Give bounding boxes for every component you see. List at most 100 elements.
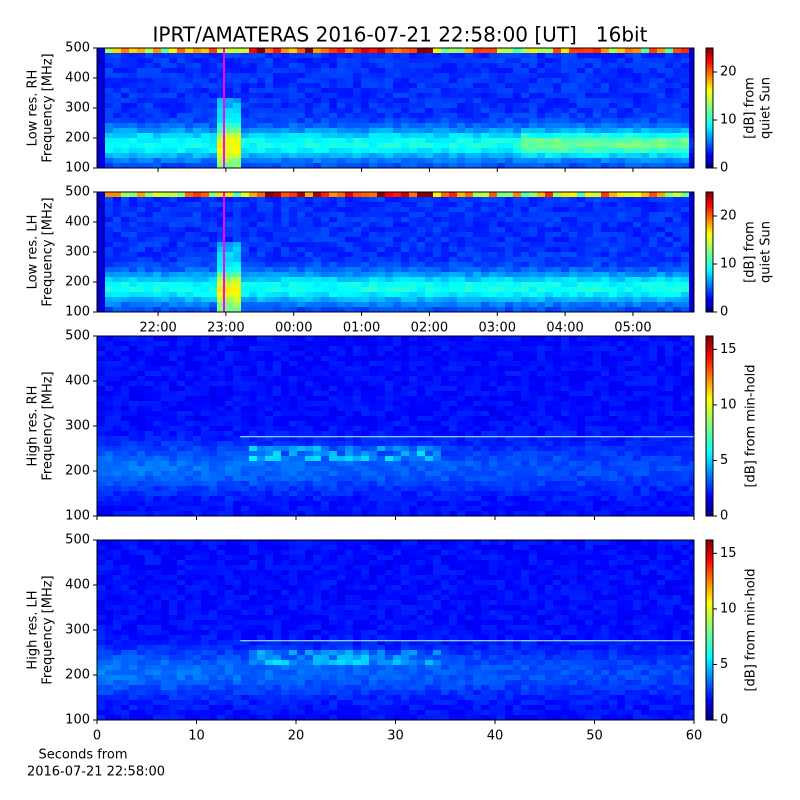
spectrogram-cell <box>113 123 121 128</box>
spectrogram-cell <box>385 361 393 366</box>
spectrogram-cell <box>561 202 569 207</box>
spectrogram-cell <box>545 163 553 168</box>
spectrogram-cell <box>553 336 561 341</box>
spectrogram-cell <box>377 58 385 63</box>
spectrogram-cell <box>473 262 481 267</box>
spectrogram-cell <box>265 381 273 386</box>
spectrogram-cell <box>353 336 361 341</box>
spectrogram-cell <box>241 158 249 163</box>
spectrogram-cell <box>681 292 689 297</box>
spectrogram-cell <box>361 341 369 346</box>
spectrogram-cell <box>449 83 457 88</box>
spectrogram-cell <box>321 113 329 118</box>
spectrogram-cell <box>505 128 513 133</box>
spectrogram-cell <box>537 297 545 302</box>
spectrogram-cell <box>217 143 225 148</box>
spectrogram-cell <box>665 53 673 58</box>
spectrogram-cell <box>305 93 313 98</box>
spectrogram-cell <box>449 262 457 267</box>
spectrogram-cell <box>545 282 553 287</box>
spectrogram-cell <box>665 217 673 222</box>
spectrogram-cell <box>657 73 665 78</box>
spectrogram-cell <box>497 158 505 163</box>
spectrogram-cell <box>345 103 353 108</box>
spectrogram-cell <box>377 336 385 341</box>
spectrogram-cell <box>401 73 409 78</box>
spectrogram-cell <box>641 277 649 282</box>
spectrogram-cell <box>169 63 177 68</box>
spectrogram-cell <box>129 158 137 163</box>
spectrogram-cell <box>633 192 641 197</box>
spectrogram-cell <box>473 406 481 411</box>
spectrogram-cell <box>465 133 473 138</box>
spectrogram-cell <box>665 133 673 138</box>
spectrogram-cell <box>177 381 185 386</box>
spectrogram-cell <box>121 416 129 421</box>
spectrogram-cell <box>473 277 481 282</box>
spectrogram-cell <box>393 356 401 361</box>
spectrogram-cell <box>273 267 281 272</box>
spectrogram-cell <box>489 158 497 163</box>
spectrogram-cell <box>505 138 513 143</box>
spectrogram-cell <box>601 351 609 356</box>
spectrogram-cell <box>545 272 553 277</box>
spectrogram-cell <box>665 143 673 148</box>
spectrogram-cell <box>417 361 425 366</box>
spectrogram-cell <box>585 287 593 292</box>
spectrogram-cell <box>273 158 281 163</box>
spectrogram-cell <box>289 148 297 153</box>
spectrogram-cell <box>633 411 641 416</box>
colorbar-tick-label: 20 <box>720 65 737 80</box>
spectrogram-cell <box>369 163 377 168</box>
spectrogram-cell <box>137 128 145 133</box>
spectrogram-cell <box>425 371 433 376</box>
spectrogram-cell <box>249 222 257 227</box>
spectrogram-cell <box>537 128 545 133</box>
spectrogram-cell <box>441 247 449 252</box>
spectrogram-cell <box>361 227 369 232</box>
spectrogram-cell <box>225 53 233 58</box>
spectrogram-cell <box>185 292 193 297</box>
spectrogram-cell <box>281 207 289 212</box>
spectrogram-cell <box>329 217 337 222</box>
spectrogram-cell <box>625 73 633 78</box>
spectrogram-cell <box>337 148 345 153</box>
spectrogram-cell <box>689 242 694 247</box>
spectrogram-cell <box>145 133 153 138</box>
spectrogram-cell <box>297 287 305 292</box>
spectrogram-cell <box>337 83 345 88</box>
spectrogram-cell <box>417 277 425 282</box>
spectrogram-cell <box>385 108 393 113</box>
spectrogram-cell <box>465 237 473 242</box>
spectrogram-cell <box>321 356 329 361</box>
spectrogram-cell <box>153 252 161 257</box>
spectrogram-cell <box>265 242 273 247</box>
spectrogram-cell <box>337 202 345 207</box>
spectrogram-cell <box>609 267 617 272</box>
spectrogram-cell <box>353 277 361 282</box>
spectrogram-cell <box>649 138 657 143</box>
spectrogram-cell <box>201 222 209 227</box>
spectrogram-cell <box>153 58 161 63</box>
spectrogram-cell <box>617 93 625 98</box>
spectrogram-cell <box>569 361 577 366</box>
spectrogram-cell <box>433 222 441 227</box>
spectrogram-cell <box>345 227 353 232</box>
spectrogram-cell <box>385 366 393 371</box>
spectrogram-cell <box>657 88 665 93</box>
spectrogram-cell <box>433 406 441 411</box>
spectrogram-cell <box>489 411 497 416</box>
spectrogram-cell <box>153 257 161 262</box>
spectrogram-cell <box>473 411 481 416</box>
spectrogram-cell <box>97 297 105 302</box>
spectrogram-cell <box>329 148 337 153</box>
spectrogram-cell <box>425 53 433 58</box>
spectrogram-cell <box>577 287 585 292</box>
spectrogram-cell <box>377 78 385 83</box>
spectrogram-cell <box>201 242 209 247</box>
spectrogram-cell <box>577 163 585 168</box>
spectrogram-cell <box>345 307 353 312</box>
spectrogram-cell <box>529 302 537 307</box>
spectrogram-cell <box>137 227 145 232</box>
spectrogram-cell <box>633 123 641 128</box>
